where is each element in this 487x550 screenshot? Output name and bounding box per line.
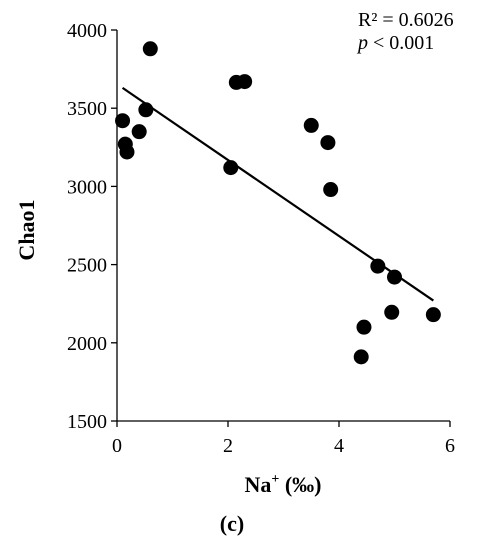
data-point: [237, 74, 253, 90]
trendline: [121, 86, 434, 302]
x-axis-title-main: Na: [244, 472, 271, 497]
y-tick-label: 2500: [67, 255, 107, 277]
x-tick-label: 6: [445, 435, 455, 457]
data-point: [356, 319, 372, 335]
data-point: [425, 307, 441, 323]
x-axis-title-superscript: +: [271, 472, 279, 487]
p-symbol: p: [356, 32, 368, 54]
data-point: [142, 41, 158, 57]
x-tick-label: 4: [334, 435, 344, 457]
data-point: [119, 144, 135, 160]
x-tick-label: 0: [112, 435, 122, 457]
y-tick-label: 1500: [67, 411, 107, 433]
data-point: [115, 113, 131, 129]
trendline-group: [121, 86, 434, 302]
data-point: [138, 102, 154, 118]
data-point: [303, 117, 319, 133]
axes: [116, 30, 450, 422]
x-ticks: 0 2 4 6: [112, 421, 455, 457]
r-squared-label: R² = 0.6026: [358, 9, 454, 31]
y-ticks: 1500 2000 2500 3000 3500 4000: [67, 20, 117, 433]
y-tick-label: 3500: [67, 98, 107, 120]
p-value-label: p < 0.001: [356, 32, 434, 54]
y-tick-label: 4000: [67, 20, 107, 42]
y-tick-label: 2000: [67, 333, 107, 355]
p-value-text: < 0.001: [368, 32, 434, 54]
data-point: [320, 135, 336, 151]
data-point: [223, 160, 239, 176]
y-tick-label: 3000: [67, 176, 107, 198]
y-axis-title: Chao1: [14, 199, 39, 260]
x-tick-label: 2: [223, 435, 233, 457]
panel-label: (c): [220, 511, 244, 536]
x-axis-title: Na+ (‰): [244, 472, 321, 497]
data-points: [115, 41, 441, 365]
data-point: [387, 269, 402, 285]
data-point: [370, 258, 386, 274]
x-axis-title-unit: (‰): [279, 472, 321, 497]
data-point: [384, 304, 400, 320]
data-point: [353, 349, 369, 365]
data-point: [323, 182, 339, 198]
data-point: [131, 124, 147, 140]
